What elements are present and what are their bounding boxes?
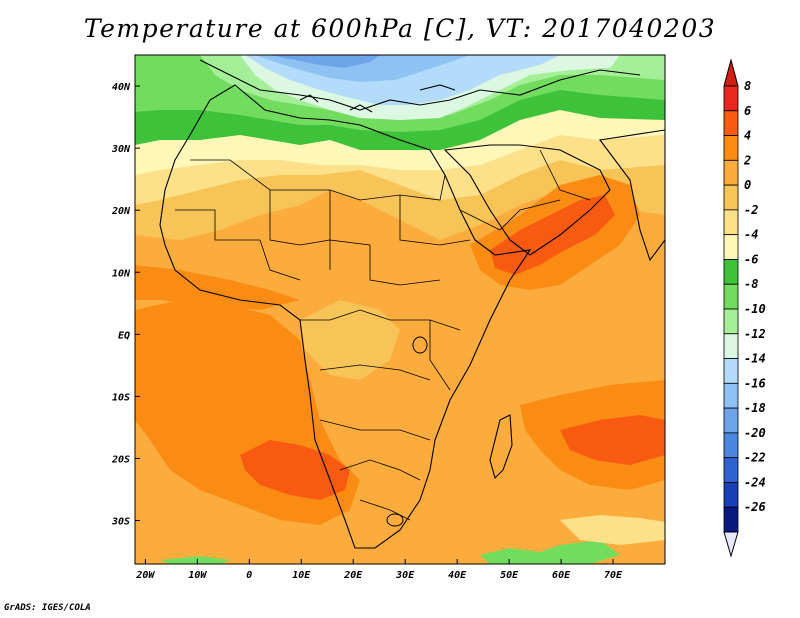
colorbar-swatch <box>723 234 739 260</box>
y-tick-label: 20N <box>111 206 131 217</box>
colorbar-label: -22 <box>744 451 766 465</box>
y-tick-label: 30S <box>111 517 130 528</box>
colorbar-swatch <box>723 358 739 384</box>
y-tick-label: EQ <box>118 330 130 341</box>
x-tick-label: 10W <box>188 570 207 581</box>
x-tick-label: 20W <box>135 570 155 581</box>
temperature-band-neg6-southeast <box>480 540 620 564</box>
colorbar-swatch <box>723 110 739 136</box>
colorbar-label: -12 <box>744 327 766 341</box>
y-tick-label: 10S <box>112 392 130 403</box>
grads-credit: GrADS: IGES/COLA <box>4 603 91 613</box>
colorbar-label: -24 <box>744 475 766 489</box>
y-tick-label: 20S <box>111 454 130 465</box>
colorbar-swatch <box>723 259 739 285</box>
colorbar-swatch <box>723 135 739 161</box>
colorbar-label: -26 <box>744 500 766 514</box>
colorbar-swatch <box>723 209 739 236</box>
colorbar-label: -14 <box>744 352 766 366</box>
colorbar-label: 4 <box>744 129 751 143</box>
colorbar-swatch <box>723 85 739 112</box>
colorbar-label: -8 <box>744 277 758 291</box>
y-tick-label: 30N <box>111 144 131 155</box>
x-tick-label: 30E <box>395 570 415 581</box>
chart-title: Temperature at 600hPa [C], VT: 201704020… <box>83 14 717 43</box>
madagascar-coastline <box>489 414 513 480</box>
colorbar-swatch <box>723 506 739 533</box>
colorbar-swatch <box>723 407 739 434</box>
colorbar-swatch <box>723 482 739 508</box>
temperature-band-neg6-south <box>160 556 230 564</box>
map-frame <box>134 54 666 565</box>
colorbar-label: -2 <box>744 203 758 217</box>
arabia-coastline <box>443 144 611 256</box>
colorbar-swatch <box>723 432 739 459</box>
colorbar-label: -16 <box>744 376 766 390</box>
x-tick-label: 70E <box>604 570 623 581</box>
colorbar-swatch <box>723 457 739 483</box>
india-coastline <box>599 129 665 262</box>
y-axis-ticks: 40N 30N 20N 10N EQ 10S 20S 30S <box>111 82 140 528</box>
temperature-band-neg18-neg16 <box>270 55 380 68</box>
colorbar-swatch <box>723 283 739 310</box>
lakes <box>386 336 428 527</box>
colorbar-label: -6 <box>744 252 758 266</box>
coastlines <box>159 59 665 549</box>
colorbar-swatch <box>723 159 739 186</box>
africa-coastline <box>159 84 532 549</box>
colorbar-label: -4 <box>744 228 758 242</box>
colorbar-bottom-arrow <box>723 531 739 558</box>
temperature-field <box>135 55 665 564</box>
colorbar-top-arrow <box>723 58 739 87</box>
x-tick-label: 40E <box>448 570 467 581</box>
colorbar-swatch <box>723 184 739 211</box>
temperature-band-6-8-indian <box>560 415 665 465</box>
colorbar-swatch <box>723 333 739 359</box>
colorbar-label: 6 <box>744 104 751 118</box>
colorbar-label: -18 <box>744 401 766 415</box>
colorbar-label: 8 <box>744 79 751 93</box>
x-tick-label: 10E <box>292 570 311 581</box>
colorbar-swatch <box>723 308 739 335</box>
x-tick-label: 20E <box>343 570 363 581</box>
country-borders <box>175 149 591 521</box>
mediterranean-islands <box>299 84 456 113</box>
colorbar-swatch <box>723 382 739 409</box>
colorbar <box>723 58 739 558</box>
temperature-band-6-8-namibia <box>240 440 350 500</box>
temperature-band-neg4-southeast <box>560 515 665 545</box>
colorbar-label: -10 <box>744 302 766 316</box>
temperature-band-4-6-sahel <box>135 265 300 310</box>
x-tick-label: 0 <box>246 570 252 581</box>
y-tick-label: 40N <box>112 82 131 93</box>
y-tick-label: 10N <box>112 268 131 279</box>
x-tick-label: 50E <box>500 570 519 581</box>
colorbar-label: 2 <box>743 153 751 167</box>
colorbar-label: 0 <box>744 178 751 192</box>
x-tick-label: 60E <box>552 570 571 581</box>
x-axis-ticks: 20W 10W 0 10E 20E 30E 40E 50E 60E 70E <box>135 559 623 581</box>
europe-coastline <box>199 59 641 111</box>
colorbar-label: -20 <box>744 426 766 440</box>
colorbar-labels: 8 6 4 2 0 -2 -4 -6 -8 -10 -12 -14 -16 -18 -20 -22 -24 -26 <box>743 79 766 514</box>
